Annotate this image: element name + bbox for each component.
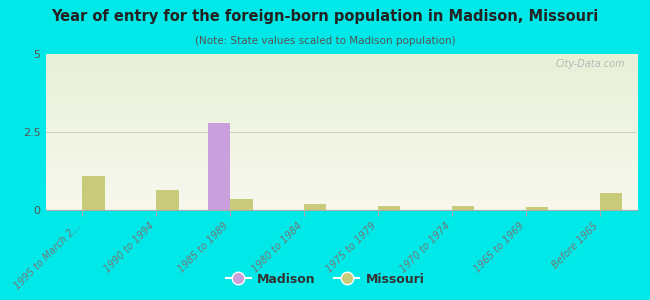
- Bar: [208, 123, 230, 210]
- Legend: Madison, Missouri: Madison, Missouri: [220, 268, 430, 291]
- Bar: [83, 176, 105, 210]
- Bar: [526, 207, 548, 210]
- Bar: [157, 190, 179, 210]
- Text: City-Data.com: City-Data.com: [556, 59, 625, 69]
- Text: (Note: State values scaled to Madison population): (Note: State values scaled to Madison po…: [195, 36, 455, 46]
- Bar: [378, 206, 400, 210]
- Text: Year of entry for the foreign-born population in Madison, Missouri: Year of entry for the foreign-born popul…: [51, 9, 599, 24]
- Bar: [600, 193, 622, 210]
- Bar: [452, 206, 474, 210]
- Bar: [304, 204, 326, 210]
- Bar: [230, 199, 252, 210]
